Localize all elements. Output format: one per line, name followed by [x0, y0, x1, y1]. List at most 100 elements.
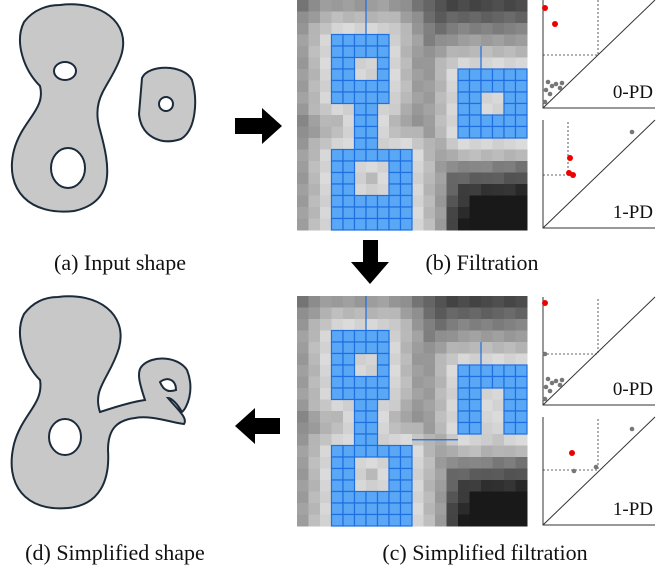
heat-cell	[516, 184, 528, 196]
heat-cell	[366, 296, 378, 308]
heat-cell	[389, 400, 401, 412]
complex-cell	[458, 127, 470, 139]
complex-cell	[332, 457, 344, 469]
heat-cell	[309, 196, 321, 208]
complex-cell	[389, 196, 401, 208]
complex-cell	[516, 104, 528, 116]
heat-cell	[424, 207, 436, 219]
heat-cell	[458, 138, 470, 150]
heat-cell	[378, 161, 390, 173]
heat-cell	[447, 365, 459, 377]
heat-cell	[504, 173, 516, 185]
heat-cell	[516, 58, 528, 70]
heat-cell	[366, 69, 378, 81]
heat-cell	[424, 515, 436, 527]
heat-cell	[355, 457, 367, 469]
heat-cell	[424, 480, 436, 492]
complex-cell	[389, 150, 401, 162]
complex-cell	[378, 219, 390, 231]
heat-cell	[493, 138, 505, 150]
heat-cell	[355, 480, 367, 492]
complex-cell	[366, 434, 378, 446]
heat-cell	[447, 138, 459, 150]
complex-cell	[343, 492, 355, 504]
arrow-down	[351, 240, 389, 284]
heat-cell	[424, 104, 436, 116]
heat-cell	[424, 319, 436, 331]
heat-cell	[516, 469, 528, 481]
heat-cell	[389, 115, 401, 127]
heat-cell	[332, 0, 344, 12]
heat-cell	[355, 12, 367, 24]
heat-cell	[447, 23, 459, 35]
complex-cell	[332, 35, 344, 47]
heat-cell	[389, 434, 401, 446]
heat-cell	[297, 115, 309, 127]
complex-cell	[366, 115, 378, 127]
filtration-grid	[297, 0, 528, 231]
complex-cell	[343, 46, 355, 58]
heat-cell	[516, 46, 528, 58]
heat-cell	[412, 58, 424, 70]
complex-cell	[504, 423, 516, 435]
heat-cell	[504, 0, 516, 12]
heat-cell	[412, 92, 424, 104]
heat-cell	[516, 354, 528, 366]
heat-cell	[412, 469, 424, 481]
complex-cell	[458, 104, 470, 116]
complex-cell	[343, 388, 355, 400]
heat-cell	[504, 46, 516, 58]
heat-cell	[297, 457, 309, 469]
complex-cell	[332, 207, 344, 219]
heat-cell	[401, 319, 413, 331]
complex-cell	[389, 184, 401, 196]
complex-cell	[355, 207, 367, 219]
heat-cell	[309, 69, 321, 81]
heat-cell	[401, 423, 413, 435]
heat-cell	[343, 400, 355, 412]
complex-cell	[332, 503, 344, 515]
heat-cell	[516, 434, 528, 446]
heat-cell	[297, 515, 309, 527]
heat-cell	[389, 81, 401, 93]
complex-cell	[470, 377, 482, 389]
heat-cell	[447, 173, 459, 185]
persistence-diagram: 0-PD	[542, 0, 655, 108]
complex-cell	[355, 423, 367, 435]
heat-cell	[401, 354, 413, 366]
heat-cell	[516, 12, 528, 24]
heat-cell	[401, 434, 413, 446]
heat-cell	[424, 0, 436, 12]
complex-cell	[343, 69, 355, 81]
complex-cell	[378, 196, 390, 208]
heat-cell	[297, 219, 309, 231]
complex-cell	[355, 331, 367, 343]
heat-cell	[366, 354, 378, 366]
heat-cell	[424, 12, 436, 24]
heat-cell	[458, 296, 470, 308]
complex-cell	[504, 388, 516, 400]
heat-cell	[297, 308, 309, 320]
heat-cell	[424, 342, 436, 354]
heat-cell	[389, 411, 401, 423]
heat-cell	[297, 35, 309, 47]
heat-cell	[458, 308, 470, 320]
heat-cell	[412, 173, 424, 185]
heat-cell	[366, 12, 378, 24]
complex-cell	[481, 127, 493, 139]
complex-cell	[378, 58, 390, 70]
heat-cell	[470, 469, 482, 481]
heat-cell	[378, 12, 390, 24]
heat-cell	[389, 104, 401, 116]
heat-cell	[297, 434, 309, 446]
heat-cell	[470, 492, 482, 504]
heat-cell	[435, 127, 447, 139]
heat-cell	[435, 23, 447, 35]
heat-cell	[309, 423, 321, 435]
heat-cell	[320, 434, 332, 446]
heat-cell	[378, 23, 390, 35]
heat-cell	[470, 0, 482, 12]
heat-cell	[389, 69, 401, 81]
heat-cell	[470, 46, 482, 58]
heat-cell	[435, 207, 447, 219]
